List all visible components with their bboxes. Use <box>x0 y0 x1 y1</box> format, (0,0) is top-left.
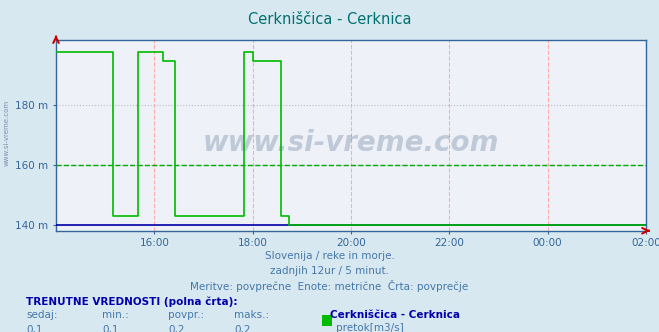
Text: Slovenija / reke in morje.: Slovenija / reke in morje. <box>264 251 395 261</box>
Text: pretok[m3/s]: pretok[m3/s] <box>336 323 404 332</box>
Text: Cerkniščica - Cerknica: Cerkniščica - Cerknica <box>248 12 411 27</box>
Text: sedaj:: sedaj: <box>26 310 58 320</box>
Text: maks.:: maks.: <box>234 310 269 320</box>
Text: www.si-vreme.com: www.si-vreme.com <box>203 129 499 157</box>
Text: zadnjih 12ur / 5 minut.: zadnjih 12ur / 5 minut. <box>270 266 389 276</box>
Text: 0,2: 0,2 <box>234 325 250 332</box>
Text: 0,2: 0,2 <box>168 325 185 332</box>
Text: Cerkniščica - Cerknica: Cerkniščica - Cerknica <box>330 310 459 320</box>
Text: Meritve: povprečne  Enote: metrične  Črta: povprečje: Meritve: povprečne Enote: metrične Črta:… <box>190 280 469 291</box>
Text: povpr.:: povpr.: <box>168 310 204 320</box>
Text: TRENUTNE VREDNOSTI (polna črta):: TRENUTNE VREDNOSTI (polna črta): <box>26 296 238 307</box>
Text: www.si-vreme.com: www.si-vreme.com <box>3 100 10 166</box>
Text: min.:: min.: <box>102 310 129 320</box>
Text: 0,1: 0,1 <box>102 325 119 332</box>
Text: 0,1: 0,1 <box>26 325 43 332</box>
